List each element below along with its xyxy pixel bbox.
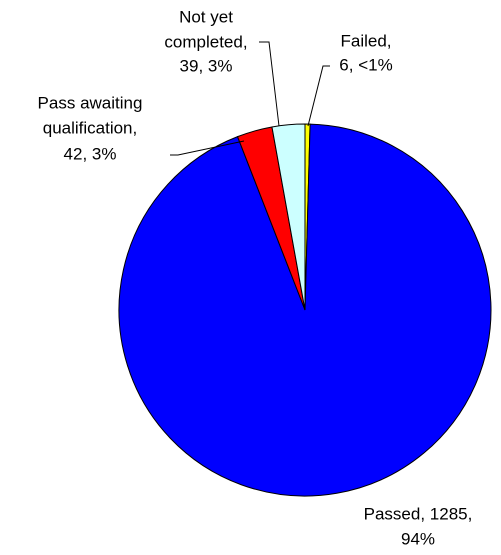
data-label: 42, 3%: [64, 144, 117, 163]
data-label: completed,: [164, 32, 247, 51]
data-label: qualification,: [43, 118, 138, 137]
data-label: Not yet: [179, 7, 233, 26]
leader-line: [307, 65, 330, 127]
data-label: Passed, 1285,: [364, 504, 473, 523]
data-label: Pass awaiting: [38, 93, 143, 112]
data-label: 39, 3%: [180, 56, 233, 75]
leader-line: [259, 41, 280, 127]
data-label: 94%: [401, 529, 435, 548]
data-label: 6, <1%: [339, 55, 392, 74]
pie-slice: [271, 123, 306, 311]
data-label: Failed,: [340, 31, 391, 50]
leader-line: [170, 140, 245, 156]
